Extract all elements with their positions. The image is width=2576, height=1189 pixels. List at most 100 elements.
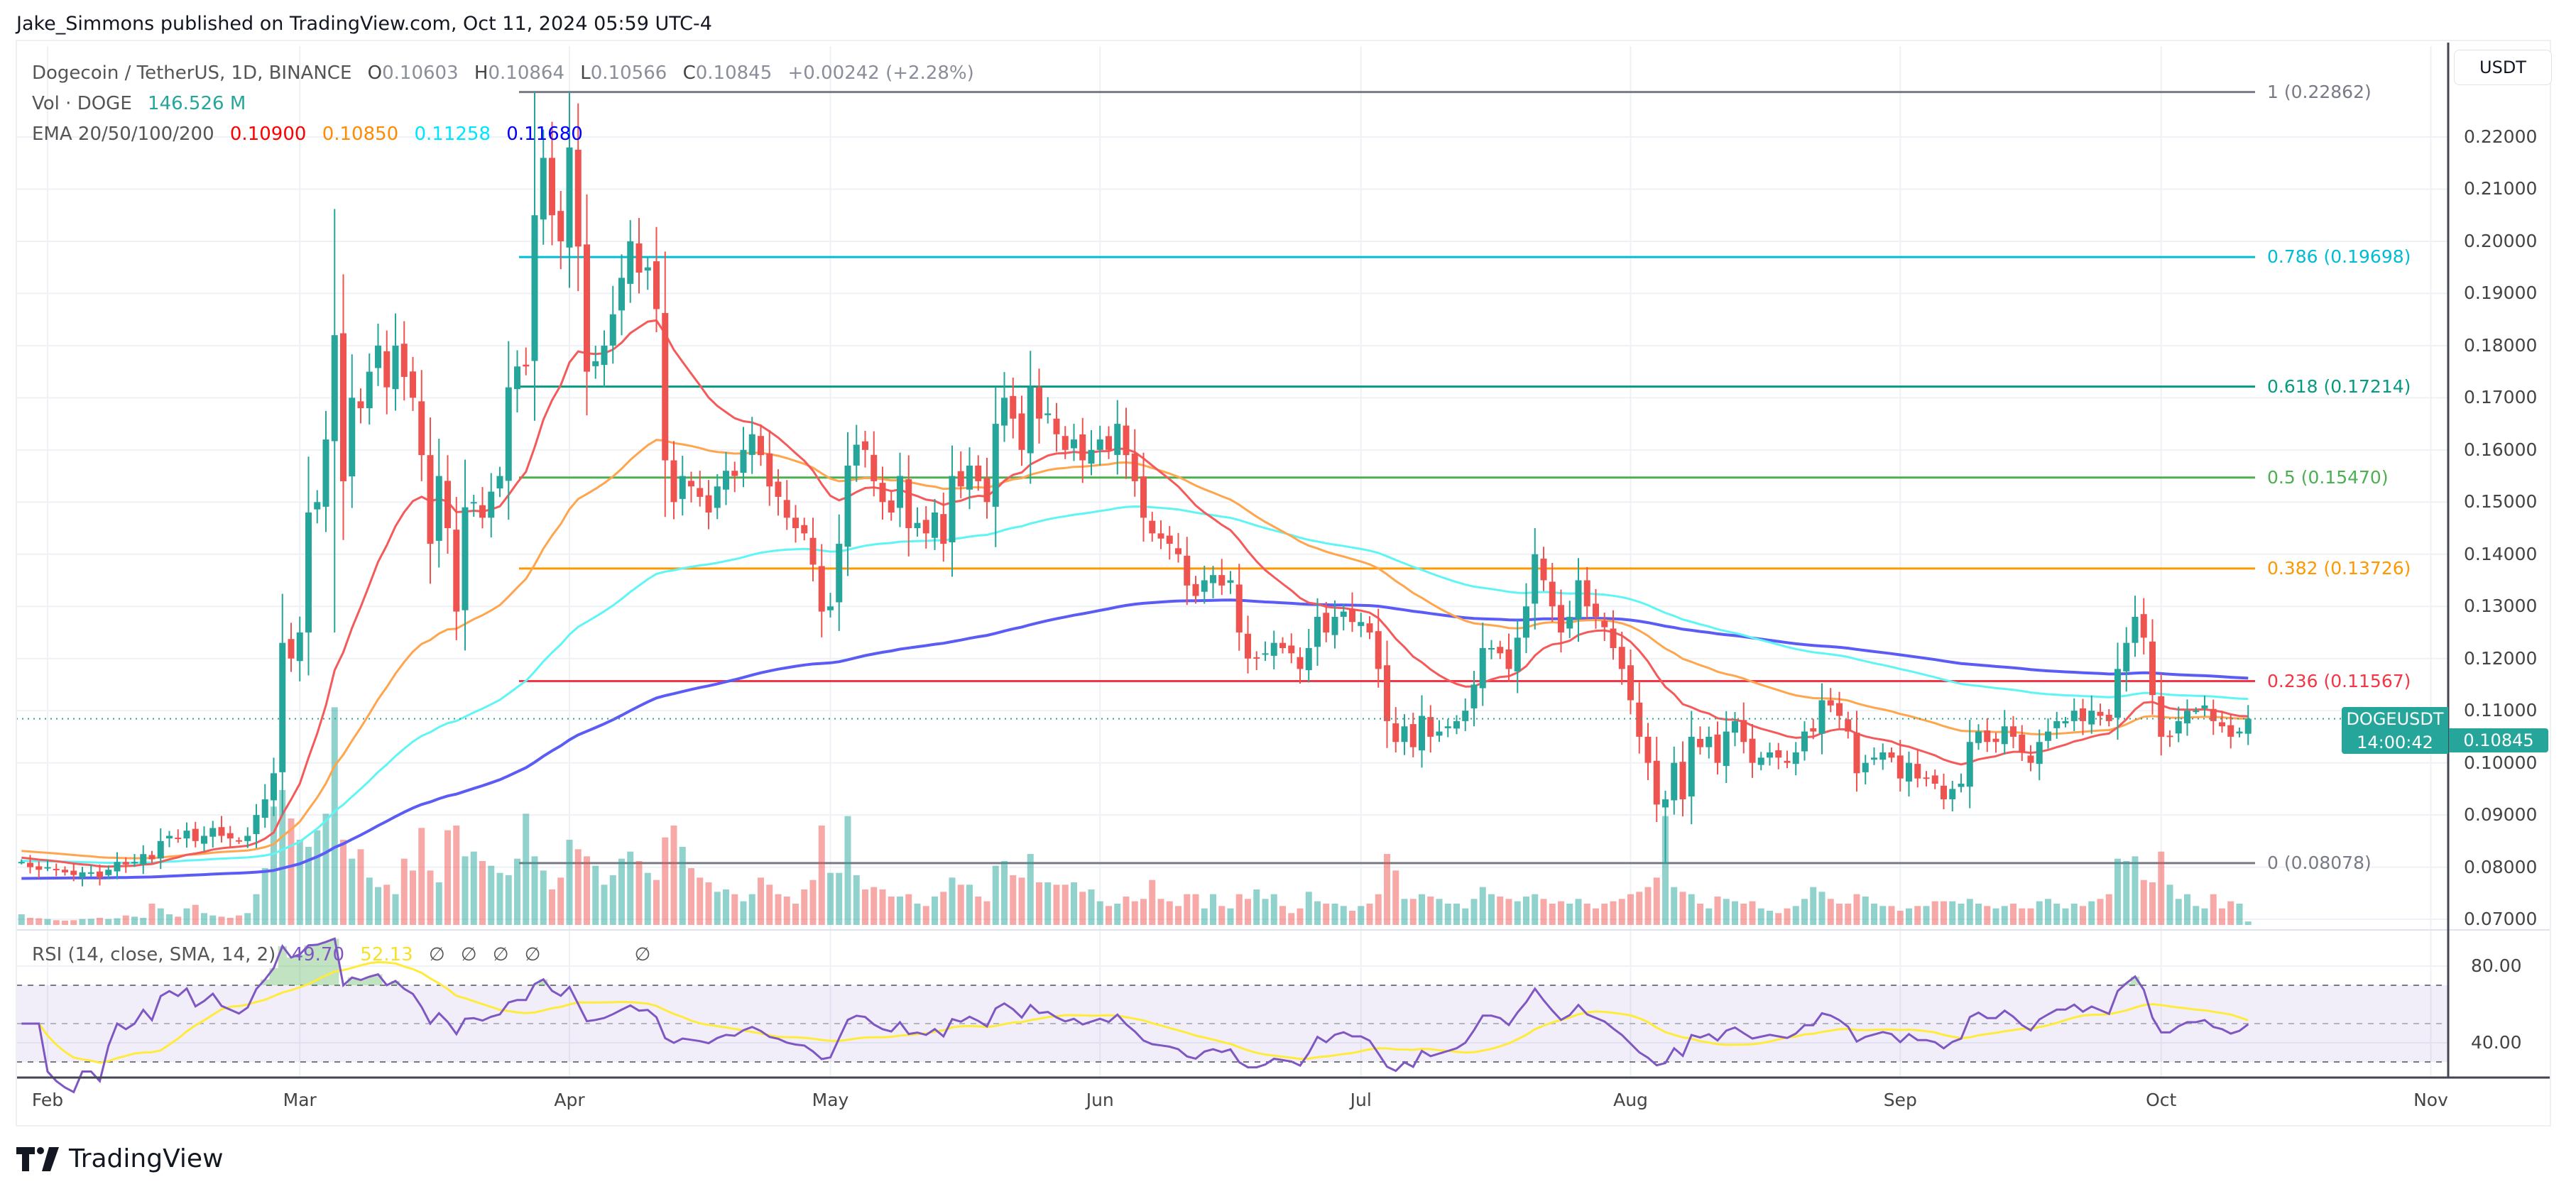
volume-bar (496, 872, 503, 925)
volume-bar (183, 908, 190, 925)
candle-body (783, 500, 790, 518)
candle-body (1723, 731, 1730, 767)
candle-body (2132, 616, 2139, 643)
volume-bar (1818, 892, 1825, 925)
candle-body (1818, 700, 1825, 734)
volume-bar (1279, 906, 1286, 925)
volume-bar (435, 882, 442, 925)
volume-bar (166, 914, 173, 925)
candle-body (322, 439, 329, 507)
candle-body (1001, 398, 1008, 426)
candle-body (79, 872, 86, 878)
volume-bar (1757, 908, 1764, 925)
candle-body (801, 525, 808, 534)
candle-body (635, 243, 643, 273)
volume-bar (105, 919, 112, 925)
candle-body (1175, 548, 1181, 554)
candle-body (1010, 395, 1017, 419)
rsi-overbought-fill (539, 979, 548, 985)
candle-body (2219, 722, 2225, 727)
candle-body (723, 471, 729, 490)
rsi-legend[interactable]: RSI (14, close, SMA, 14, 2) 49.70 52.13 … (32, 944, 660, 965)
candle-body (1210, 575, 1216, 583)
candle-body (1235, 584, 1243, 632)
candle-body (1201, 580, 1208, 592)
volume-bar (818, 826, 825, 925)
volume-bar (1723, 899, 1730, 925)
candle-body (1906, 762, 1912, 782)
volume-bar (1323, 904, 1330, 925)
volume-bar (505, 875, 512, 925)
volume-bar (618, 858, 625, 925)
volume-bar (192, 904, 199, 925)
candle-body (479, 505, 486, 518)
candle-body (2062, 720, 2069, 724)
volume-bar (1114, 904, 1121, 925)
rsi-tick: 40.00 (2471, 1032, 2522, 1053)
candle-body (1314, 616, 1321, 647)
rsi-sma-value: 52.13 (360, 944, 413, 965)
candle-body (1784, 760, 1791, 763)
fib-label-0: 0 (0.08078) (2267, 852, 2372, 873)
volume-bar (488, 865, 495, 925)
ema-legend[interactable]: EMA 20/50/100/200 0.10900 0.10850 0.1125… (32, 124, 593, 145)
volume-bar (662, 837, 669, 925)
volume-bar (1540, 899, 1547, 925)
volume-bar (627, 851, 634, 925)
price-tick: 0.22000 (2464, 126, 2538, 147)
volume-bar (1409, 899, 1417, 925)
candle-body (1401, 726, 1408, 743)
volume-bar (574, 849, 582, 925)
currency-button[interactable]: USDT (2454, 50, 2552, 85)
price-tick: 0.18000 (2464, 334, 2538, 356)
volume-bar (836, 872, 843, 925)
price-tick: 0.10000 (2464, 752, 2538, 773)
volume-bar (1853, 894, 1860, 925)
candle-body (644, 267, 651, 271)
candle-body (1792, 752, 1799, 765)
candle-body (714, 486, 721, 508)
candle-body (957, 471, 964, 487)
symbol-title[interactable]: Dogecoin / TetherUS, 1D, BINANCE (32, 62, 352, 84)
candle-body (1505, 650, 1512, 669)
ema100-value: 0.11258 (414, 124, 491, 145)
volume-bar (1044, 882, 1052, 925)
volume-bar (392, 894, 399, 925)
volume-bar (1331, 904, 1338, 925)
open-key: O (367, 62, 383, 84)
volume-bar (36, 918, 43, 925)
candle-body (932, 512, 938, 538)
candle-body (549, 158, 555, 216)
candle-body (1593, 603, 1599, 617)
candle-body (731, 471, 738, 476)
volume-bar (1079, 892, 1086, 925)
volume-bar (2010, 904, 2016, 925)
candle-body (2036, 742, 2043, 765)
volume-bar (523, 813, 530, 925)
tradingview-logo[interactable]: TradingView (16, 1144, 224, 1173)
volume-bar (653, 880, 660, 925)
volume-legend[interactable]: Vol · DOGE 146.526 M (32, 93, 256, 114)
volume-bar (383, 884, 391, 925)
candle-body (2193, 711, 2200, 713)
volume-bar (1384, 854, 1390, 925)
volume-bar (1810, 887, 1817, 925)
fib-label-0.786: 0.786 (0.19698) (2267, 246, 2411, 268)
month-label: Aug (1613, 1090, 1648, 1110)
month-label: Nov (2413, 1090, 2448, 1110)
volume-bar (1349, 911, 1355, 925)
candle-body (2244, 718, 2252, 734)
candle-body (175, 838, 182, 840)
rsi-pane (16, 937, 2448, 1094)
candle-body (166, 835, 173, 839)
candle-body (983, 478, 990, 503)
rsi-overbought-fill (365, 976, 374, 985)
rsi-overbought-fill (356, 980, 366, 985)
candle-body (1558, 605, 1564, 632)
volume-bar (1505, 899, 1512, 925)
ema-lines (21, 319, 2249, 880)
volume-bar (1027, 854, 1034, 925)
volume-bar (1201, 908, 1208, 925)
change-value: +0.00242 (+2.28%) (787, 62, 974, 84)
